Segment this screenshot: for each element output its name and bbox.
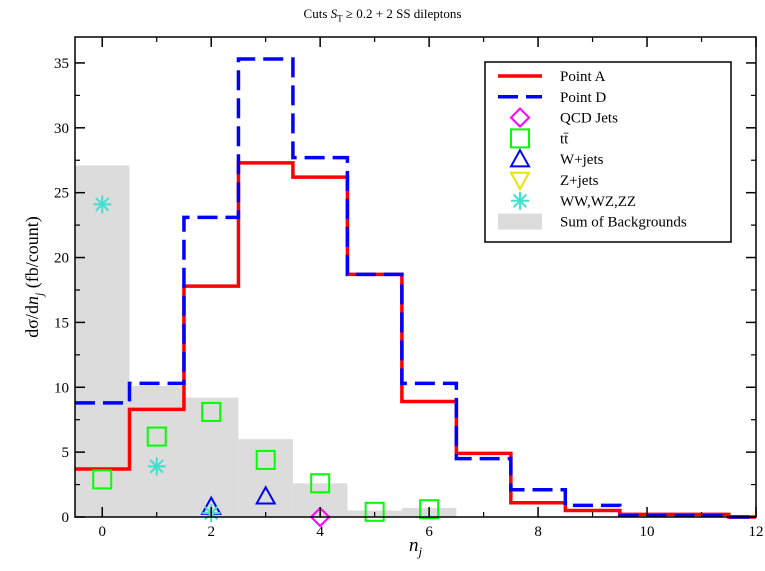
data-point: [309, 506, 331, 528]
legend-marker: [509, 171, 531, 192]
y-tick-label: 30: [54, 121, 69, 137]
data-point: [364, 501, 385, 522]
legend-label: Sum of Backgrounds: [560, 215, 687, 231]
legend-swatch: [498, 213, 542, 230]
legend-label: Point A: [560, 69, 606, 85]
y-tick-label: 10: [54, 380, 69, 396]
legend-label: Point D: [560, 90, 606, 106]
x-tick-label: 2: [207, 524, 215, 540]
x-tick-label: 8: [534, 524, 542, 540]
plot-frame: [74, 36, 757, 518]
data-point: [255, 449, 276, 470]
data-point: [254, 485, 277, 505]
y-tick-label: 5: [62, 445, 70, 461]
legend-marker-stroke: [512, 193, 528, 208]
plot-area: [75, 57, 756, 528]
y-tick-label: 15: [54, 315, 69, 331]
legend-label: Z+jets: [560, 173, 599, 189]
data-point: [147, 457, 166, 476]
legend-marker: [509, 148, 531, 168]
legend-label: tt̄: [560, 131, 569, 147]
legend-marker: [510, 128, 530, 149]
data-point: [93, 195, 112, 214]
background-bar: [129, 385, 184, 517]
y-tick-label: 35: [54, 56, 69, 72]
chart-title: Cuts ST ≥ 0.2 + 2 SS dileptons: [303, 6, 462, 24]
data-point-stroke: [149, 459, 164, 474]
legend-marker: [509, 107, 531, 129]
data-point: [92, 469, 113, 490]
x-tick-label: 10: [640, 524, 655, 540]
data-point: [310, 473, 331, 494]
x-tick-label: 6: [425, 524, 433, 540]
legend: Point A Point D QCD Jets tt̄ W+jets Z+jets WW,…: [484, 61, 732, 243]
data-point: [419, 499, 440, 520]
data-point-stroke: [95, 197, 110, 212]
data-point: [201, 401, 222, 422]
data-point: [146, 426, 167, 447]
legend-label: QCD Jets: [560, 111, 618, 127]
legend-marker: [511, 191, 529, 210]
y-tick-label: 0: [62, 510, 70, 526]
x-axis-label: nj: [409, 535, 423, 559]
legend-box: [484, 61, 732, 243]
legend-label: W+jets: [560, 152, 604, 168]
background-bar: [75, 165, 130, 517]
series-line-point-d: [75, 57, 756, 519]
y-tick-label: 20: [54, 251, 69, 267]
x-tick-label: 12: [749, 524, 764, 540]
y-axis-label: dσ/dnj (fb/count): [22, 216, 46, 338]
x-tick-label: 4: [316, 524, 324, 540]
legend-label: WW,WZ,ZZ: [560, 194, 636, 210]
x-tick-label: 0: [98, 524, 106, 540]
y-tick-label: 25: [54, 186, 69, 202]
